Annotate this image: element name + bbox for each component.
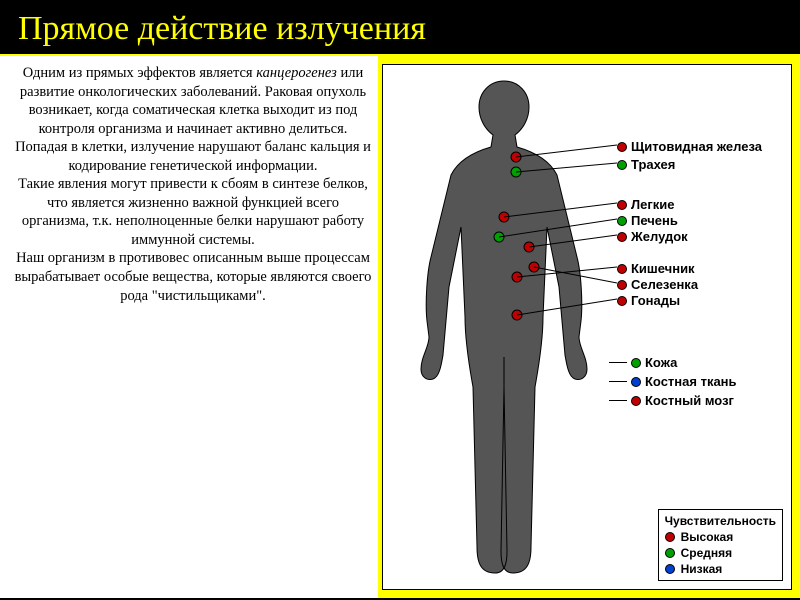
legend-label-low: Низкая: [681, 562, 723, 576]
organ-text-lungs: Легкие: [631, 197, 675, 212]
tissue-text-bone: Костная ткань: [645, 374, 737, 389]
para3: Наш организм в противовес описанным выше…: [15, 250, 372, 303]
slide-title: Прямое действие излучения: [0, 0, 800, 56]
legend-label-high: Высокая: [681, 530, 734, 544]
organ-dot-lungs: [617, 200, 627, 210]
tissue-label-bone: Костная ткань: [609, 374, 737, 389]
description-text: Одним из прямых эффектов является канцер…: [0, 56, 378, 598]
tissue-dot-skin: [631, 358, 641, 368]
legend-dot-high: [665, 532, 675, 542]
organ-label-liver: Печень: [617, 213, 678, 228]
organ-dot-gonads: [617, 296, 627, 306]
legend-row-low: Низкая: [665, 562, 776, 576]
tissue-labels: Кожа Костная ткань Костный мозг: [609, 355, 737, 412]
diagram-panel: Щитовидная железа Трахея ЛегкиеПеченьЖелуд…: [378, 56, 800, 598]
legend-title: Чувствительность: [665, 514, 776, 528]
organ-dot-stomach: [617, 232, 627, 242]
tissue-text-skin: Кожа: [645, 355, 677, 370]
legend-dot-mid: [665, 548, 675, 558]
organ-text-liver: Печень: [631, 213, 678, 228]
tissue-dot-marrow: [631, 396, 641, 406]
sensitivity-legend: Чувствительность Высокая Средняя Низкая: [658, 509, 783, 581]
legend-row-mid: Средняя: [665, 546, 776, 560]
organ-dot-intestine: [617, 264, 627, 274]
human-silhouette: [399, 77, 609, 577]
organ-text-gonads: Гонады: [631, 293, 680, 308]
para1b: или развитие онкологических заболеваний.…: [15, 65, 371, 174]
organ-dot-trachea: [617, 160, 627, 170]
organ-label-trachea: Трахея: [617, 157, 675, 172]
para1-italic: канцерогенез: [256, 65, 337, 81]
organ-label-spleen: Селезенка: [617, 277, 698, 292]
legend-dot-low: [665, 564, 675, 574]
organ-label-gonads: Гонады: [617, 293, 680, 308]
organ-dot-thyroid: [617, 142, 627, 152]
para1a: Одним из прямых эффектов является: [23, 65, 256, 81]
organ-label-thyroid: Щитовидная железа: [617, 139, 762, 154]
tissue-text-marrow: Костный мозг: [645, 393, 734, 408]
content-area: Одним из прямых эффектов является канцер…: [0, 56, 800, 598]
organ-text-intestine: Кишечник: [631, 261, 695, 276]
organ-label-lungs: Легкие: [617, 197, 675, 212]
organ-text-spleen: Селезенка: [631, 277, 698, 292]
legend-label-mid: Средняя: [681, 546, 733, 560]
organ-dot-spleen: [617, 280, 627, 290]
tissue-dot-bone: [631, 377, 641, 387]
tissue-label-skin: Кожа: [609, 355, 737, 370]
legend-row-high: Высокая: [665, 530, 776, 544]
organ-label-intestine: Кишечник: [617, 261, 695, 276]
diagram-box: Щитовидная железа Трахея ЛегкиеПеченьЖелуд…: [382, 64, 792, 590]
para2: Такие явления могут привести к сбоям в с…: [18, 176, 368, 248]
organ-text-stomach: Желудок: [631, 229, 688, 244]
organ-dot-liver: [617, 216, 627, 226]
tissue-label-marrow: Костный мозг: [609, 393, 737, 408]
organ-text-trachea: Трахея: [631, 157, 675, 172]
organ-text-thyroid: Щитовидная железа: [631, 139, 762, 154]
organ-label-stomach: Желудок: [617, 229, 688, 244]
